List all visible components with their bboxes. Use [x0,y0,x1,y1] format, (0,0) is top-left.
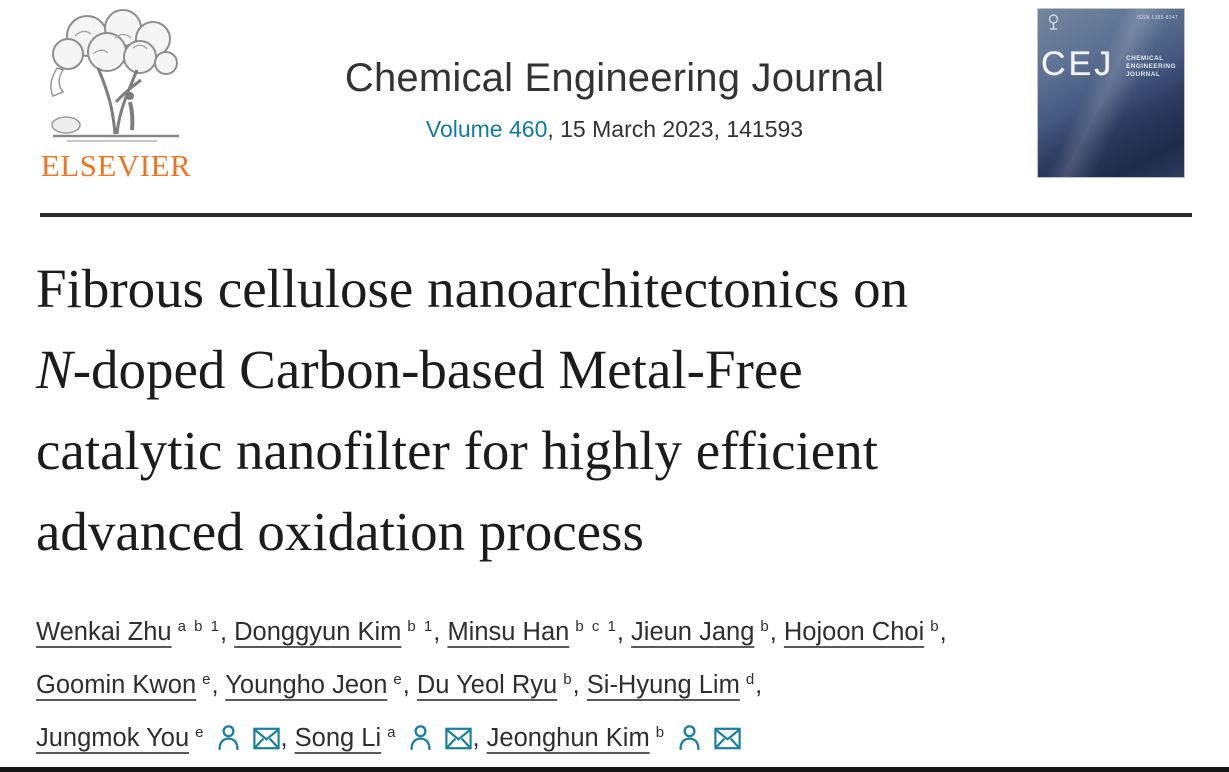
journal-cover-thumbnail[interactable]: ISSN 1385-8947 CEJ CHEMICAL ENGINEERING … [1037,8,1185,178]
author-name-link[interactable]: Wenkai Zhu [36,618,172,646]
author-separator: , [211,671,226,699]
journal-title-link[interactable]: Chemical Engineering Journal [344,56,885,100]
author-item: Jieun Jang b, [631,618,784,646]
author-separator: , [280,724,295,752]
author-line-1: Wenkai Zhu a b 1, Donggyun Kim b 1, Minsu … [36,606,1206,659]
volume-link[interactable]: Volume 460 [425,116,548,142]
article-title-line4: advanced oxidation process [36,501,644,562]
author-line-2: Goomin Kwon e, Youngho Jeon e, Du Yeol Ryu… [36,659,1206,712]
article-title-line2: N-doped Carbon-based Metal-Free [36,329,1196,410]
author-item: Du Yeol Ryu b, [417,671,587,699]
author-item: Jeonghun Kim b [487,724,741,752]
author-affiliation-sup: a b 1 [177,617,220,635]
volume-issue-line: Volume 460, 15 March 2023, 141593 [235,116,995,143]
issue-date-text: , 15 March 2023, 141593 [547,116,804,142]
author-item: Minsu Han b c 1, [447,618,631,646]
author-item: Si-Hyung Lim d, [587,671,763,699]
header-divider [40,213,1192,217]
author-separator: , [939,618,947,646]
author-name-link[interactable]: Jieun Jang [631,618,755,646]
author-separator: , [769,618,784,646]
author-name-link[interactable]: Minsu Han [447,618,570,646]
cover-elsevier-mark-icon [1047,14,1060,36]
author-affiliation-sup: e [195,723,205,741]
author-name-link[interactable]: Youngho Jeon [225,671,388,699]
article-title-line1: Fibrous cellulose nanoarchitectonics on [36,258,909,319]
author-envelope-icon[interactable] [714,716,741,769]
author-separator: , [472,724,487,752]
author-person-icon[interactable] [678,716,701,769]
author-name-link[interactable]: Du Yeol Ryu [416,671,558,699]
author-affiliation-sup: b c 1 [575,617,617,635]
author-separator: , [572,671,587,699]
author-item: Goomin Kwon e, [36,671,225,699]
author-name-link[interactable]: Si-Hyung Lim [586,671,740,699]
author-separator: , [755,671,763,699]
article-title: Fibrous cellulose nanoarchitectonics on … [36,248,1196,572]
author-separator: , [433,618,448,646]
cover-journal-name: CHEMICAL ENGINEERING JOURNAL [1126,55,1176,79]
section-divider-bar [0,767,1229,772]
author-envelope-icon[interactable] [445,716,473,769]
author-separator: , [616,618,632,646]
author-person-icon[interactable] [409,716,432,769]
cover-acronym: CEJ [1041,45,1115,83]
author-item: Hojoon Choi b, [784,618,947,646]
journal-banner: Chemical Engineering Journal Volume 460,… [235,56,995,143]
author-affiliation-sup: b [760,617,770,635]
author-affiliation-sup: e [393,670,403,688]
article-title-italic-n: N [36,339,73,400]
author-name-link[interactable]: Song Li [294,724,382,752]
author-item: Song Li a, [295,724,487,752]
author-affiliation-sup: b [930,617,940,635]
cover-name-line2: ENGINEERING [1126,63,1176,70]
author-item: Jungmok You e, [36,724,295,752]
author-name-link[interactable]: Jeonghun Kim [486,724,650,752]
cover-name-line3: JOURNAL [1126,71,1161,78]
author-line-3: Jungmok You e, Song Li a, Jeonghun Kim b [36,712,1206,769]
elsevier-logo: ELSEVIER [30,6,202,184]
author-separator: , [402,671,417,699]
author-separator: , [219,618,235,646]
author-envelope-icon[interactable] [253,716,281,769]
author-name-link[interactable]: Donggyun Kim [234,618,402,646]
author-affiliation-sup: b [563,670,573,688]
elsevier-tree-icon [30,6,202,146]
author-list: Wenkai Zhu a b 1, Donggyun Kim b 1, Minsu … [36,606,1206,769]
author-item: Wenkai Zhu a b 1, [36,618,234,646]
author-item: Donggyun Kim b 1, [234,618,447,646]
cover-issn-text: ISSN 1385-8947 [1136,15,1178,21]
author-name-link[interactable]: Hojoon Choi [783,618,925,646]
elsevier-wordmark: ELSEVIER [40,148,192,183]
author-affiliation-sup: d [745,670,756,688]
article-title-line3: catalytic nanofilter for highly efficien… [36,420,878,481]
author-person-icon[interactable] [217,716,240,769]
author-affiliation-sup: b [655,723,666,741]
article-title-line2-rest: -doped Carbon-based Metal-Free [72,339,803,400]
author-item: Youngho Jeon e, [225,671,417,699]
author-name-link[interactable]: Goomin Kwon [36,671,197,699]
cover-name-line1: CHEMICAL [1126,55,1164,62]
author-name-link[interactable]: Jungmok You [36,724,190,752]
author-affiliation-sup: e [202,670,212,688]
author-affiliation-sup: b 1 [407,617,434,635]
author-affiliation-sup: a [387,723,397,741]
